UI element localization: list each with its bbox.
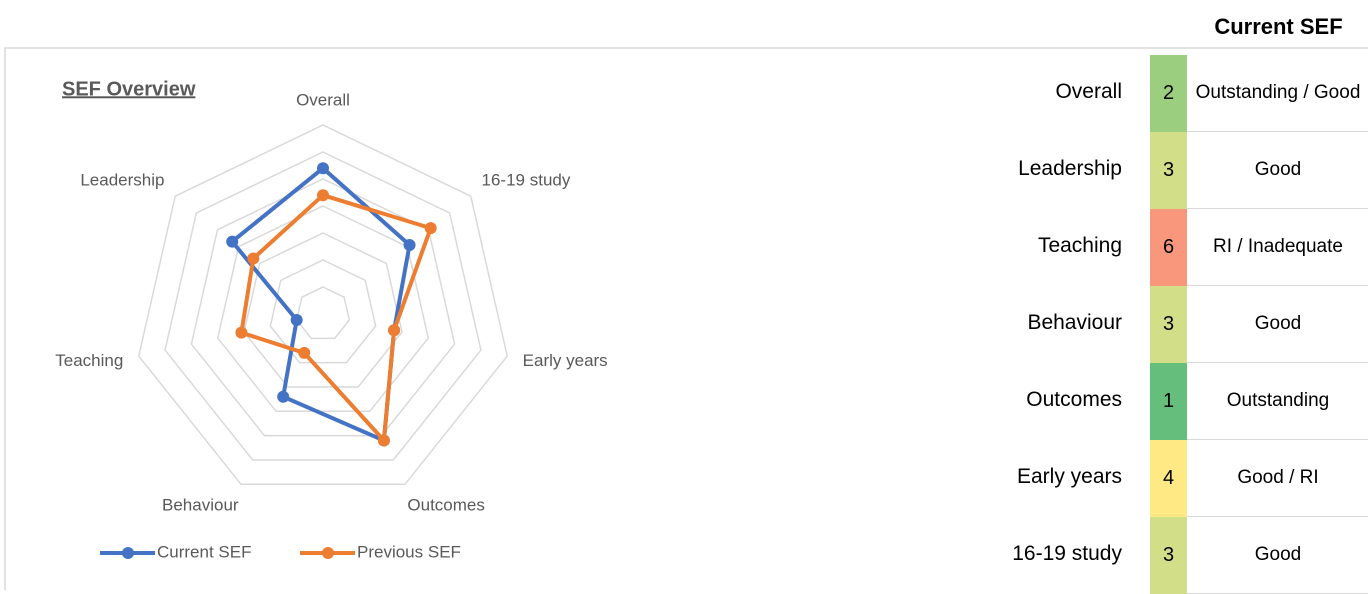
grade-cell: 3	[1150, 517, 1187, 594]
legend-label: Previous SEF	[357, 542, 461, 561]
series-point	[298, 346, 311, 359]
grade-description: Outstanding / Good	[1187, 55, 1368, 132]
axis-label: Early years	[523, 351, 608, 370]
row-label: Leadership	[1018, 156, 1122, 180]
series-point	[403, 238, 416, 251]
row-label: Behaviour	[1027, 310, 1122, 334]
series-point	[226, 235, 239, 248]
grade-cell: 4	[1150, 440, 1187, 517]
grade-cell: 3	[1150, 286, 1187, 363]
grade-cell: 3	[1150, 132, 1187, 209]
grade-description: Good	[1187, 517, 1368, 594]
grade-description: RI / Inadequate	[1187, 209, 1368, 286]
legend-marker	[122, 547, 134, 559]
chart-title: SEF Overview	[62, 78, 196, 100]
grid-ring	[190, 178, 456, 437]
series-point	[424, 222, 437, 235]
axis-label: Teaching	[55, 351, 123, 370]
legend-label: Current SEF	[157, 542, 251, 561]
series-point	[317, 189, 329, 202]
series-point	[247, 252, 260, 265]
series-point	[388, 324, 401, 337]
row-label: Overall	[1055, 79, 1122, 103]
grade-description: Outstanding	[1187, 363, 1368, 440]
axis-label: Behaviour	[162, 495, 239, 514]
grade-cell: 6	[1150, 209, 1187, 286]
axis-label: 16-19 study	[482, 171, 571, 190]
series-point	[290, 314, 303, 327]
grid-ring	[243, 232, 403, 388]
grid-ring	[216, 205, 430, 413]
grade-description: Good	[1187, 286, 1368, 363]
chart-frame	[4, 47, 1368, 590]
grade-cell: 1	[1150, 363, 1187, 440]
grid-ring	[164, 151, 482, 461]
series-point	[317, 162, 329, 175]
series-point	[235, 326, 248, 339]
grid-ring	[269, 259, 377, 364]
legend-marker	[322, 547, 334, 559]
series-point	[277, 390, 290, 403]
table-title: Current SEF	[1214, 14, 1343, 39]
row-label: Teaching	[1037, 233, 1122, 257]
series-line	[230, 166, 412, 443]
axis-label: Outcomes	[407, 495, 484, 514]
axis-label: Overall	[296, 90, 350, 109]
series-point	[377, 434, 390, 447]
row-label: Early years	[1016, 464, 1122, 488]
series-line	[239, 193, 433, 443]
grade-description: Good	[1187, 132, 1368, 209]
grade-description: Good / RI	[1187, 440, 1368, 517]
axis-label: Leadership	[80, 171, 164, 190]
grid-ring	[137, 124, 509, 486]
row-label: Outcomes	[1026, 387, 1122, 411]
grid-ring	[295, 286, 351, 340]
grade-cell: 2	[1150, 55, 1187, 132]
row-label: 16-19 study	[1012, 541, 1122, 565]
